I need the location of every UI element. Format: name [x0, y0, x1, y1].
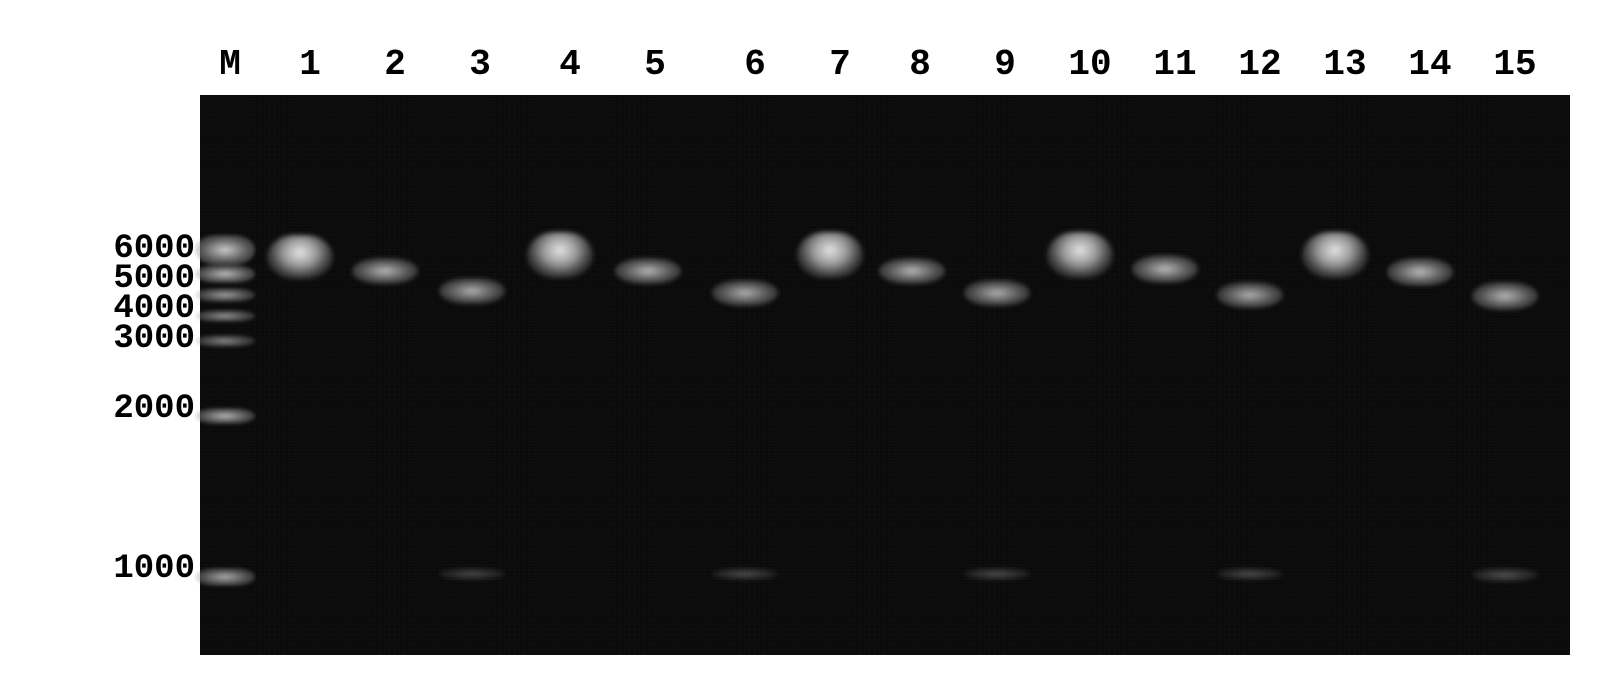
gel-band	[1217, 282, 1283, 308]
ladder-band	[195, 408, 255, 424]
lane-label: 14	[1400, 44, 1460, 85]
gel-band	[712, 280, 778, 306]
marker-label: 3000	[113, 320, 195, 358]
lane-label: 13	[1315, 44, 1375, 85]
lane-label: 4	[540, 44, 600, 85]
gel-band	[1302, 232, 1368, 278]
lane-label: 3	[450, 44, 510, 85]
lane-label: 8	[890, 44, 950, 85]
ladder-band	[195, 310, 255, 322]
lane-label: 10	[1060, 44, 1120, 85]
lane-label: 12	[1230, 44, 1290, 85]
lane-label: 9	[975, 44, 1035, 85]
lane-label: 7	[810, 44, 870, 85]
lane-label: 2	[365, 44, 425, 85]
gel-band	[712, 568, 778, 580]
ladder-band	[195, 235, 255, 265]
gel-area	[200, 95, 1570, 655]
gel-band	[1472, 282, 1538, 310]
gel-band	[1217, 568, 1283, 580]
gel-band	[964, 568, 1030, 580]
lane-label: 5	[625, 44, 685, 85]
gel-noise	[200, 95, 1570, 655]
lane-label: M	[200, 44, 260, 85]
marker-label: 2000	[113, 390, 195, 428]
gel-band	[352, 258, 418, 284]
ladder-band	[195, 568, 255, 586]
gel-band	[439, 278, 505, 304]
gel-figure: M123456789101112131415600050004000300020…	[0, 0, 1616, 692]
gel-band	[1132, 255, 1198, 283]
lane-label: 11	[1145, 44, 1205, 85]
ladder-band	[195, 335, 255, 347]
ladder-band	[195, 288, 255, 302]
gel-band	[879, 258, 945, 284]
gel-band	[267, 235, 333, 279]
gel-band	[527, 232, 593, 278]
lane-label: 1	[280, 44, 340, 85]
gel-band	[964, 280, 1030, 306]
marker-label: 1000	[113, 550, 195, 588]
gel-band	[439, 568, 505, 580]
gel-band	[615, 258, 681, 284]
gel-band	[1047, 232, 1113, 278]
gel-band	[797, 232, 863, 278]
gel-band	[1472, 568, 1538, 582]
ladder-band	[195, 265, 255, 283]
gel-band	[1387, 258, 1453, 286]
lane-label: 15	[1485, 44, 1545, 85]
lane-label: 6	[725, 44, 785, 85]
